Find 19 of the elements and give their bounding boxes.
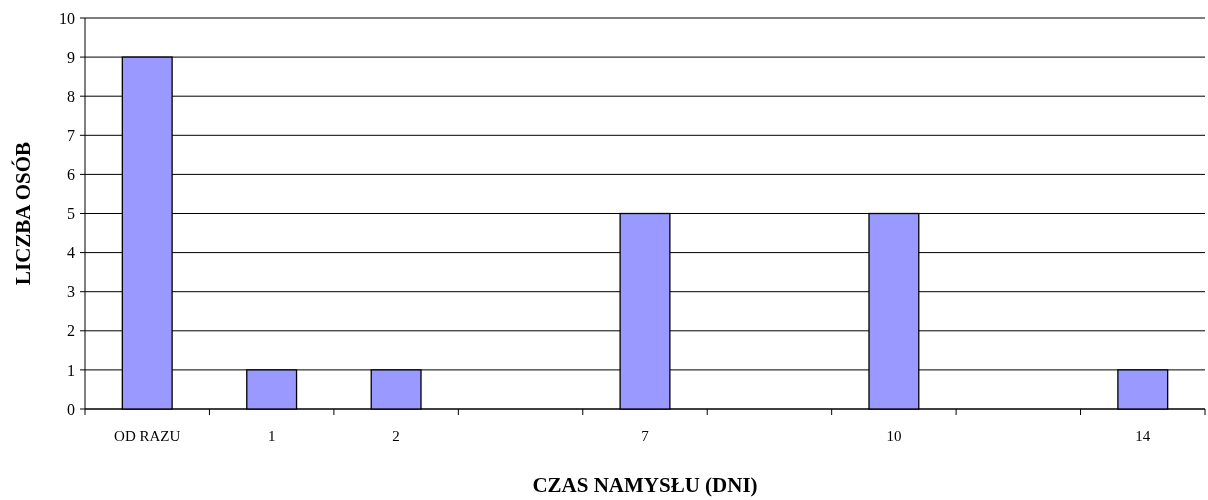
- y-tick-label: 9: [67, 48, 75, 66]
- x-tick-label: 1: [267, 428, 276, 444]
- x-tick-label: 14: [1135, 428, 1151, 444]
- y-tick-label: 6: [67, 166, 75, 183]
- x-tick-label: 2: [392, 428, 400, 444]
- y-tick-label: 0: [67, 400, 75, 418]
- y-tick-label: 1: [67, 361, 75, 379]
- y-tick-label: 5: [67, 205, 75, 223]
- y-axis-title: LICZBA OSÓB: [11, 142, 35, 285]
- y-tick-label: 7: [67, 126, 75, 144]
- y-tick-label: 3: [67, 283, 75, 301]
- x-tick-label: 7: [641, 428, 650, 444]
- y-tick-label: 8: [67, 87, 75, 105]
- y-tick-label: 2: [67, 322, 75, 340]
- x-tick-label: OD RAZU: [114, 428, 181, 444]
- x-axis-title: CZAS NAMYSŁU (DNI): [532, 473, 758, 497]
- x-tick-label: 10: [886, 428, 902, 444]
- y-tick-label: 10: [59, 9, 75, 27]
- y-tick-label: 4: [67, 244, 75, 262]
